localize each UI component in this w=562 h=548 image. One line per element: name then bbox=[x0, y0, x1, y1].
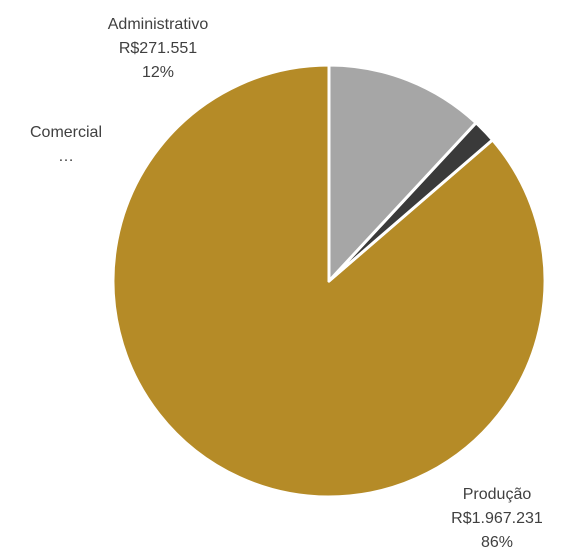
label-comercial-value: … bbox=[58, 148, 74, 165]
label-administrativo-name: Administrativo bbox=[108, 16, 209, 33]
label-producao-name: Produção bbox=[463, 486, 532, 503]
label-producao-value: R$1.967.231 bbox=[451, 510, 543, 527]
label-comercial-name: Comercial bbox=[30, 124, 102, 141]
label-administrativo-value: R$271.551 bbox=[119, 40, 197, 57]
label-producao-percent: 86% bbox=[481, 534, 513, 548]
pie-slice-administrativo bbox=[327, 63, 478, 283]
pie-slices bbox=[111, 63, 547, 499]
label-administrativo-percent: 12% bbox=[142, 64, 174, 81]
